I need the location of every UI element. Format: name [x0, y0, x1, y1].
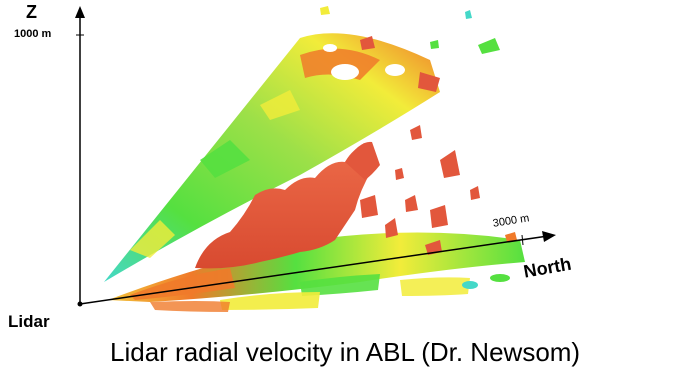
- z-axis-label: Z: [26, 2, 37, 22]
- z-axis-tick-label: 1000 m: [14, 28, 52, 40]
- red-isosurface: [195, 36, 480, 269]
- north-axis: [79, 235, 549, 305]
- lidar-scan-scene: [75, 6, 556, 312]
- axes: [75, 6, 556, 307]
- scatter-fragments: [320, 6, 517, 242]
- north-tick-3000m: [521, 234, 524, 246]
- z-axis-arrow: [75, 6, 85, 18]
- upper-scan-wedge: [104, 33, 440, 282]
- north-axis-arrow: [542, 231, 556, 242]
- lidar-origin-marker: [77, 301, 83, 307]
- lidar-origin-label: Lidar: [8, 312, 50, 331]
- figure-caption: Lidar radial velocity in ABL (Dr. Newsom…: [110, 337, 581, 367]
